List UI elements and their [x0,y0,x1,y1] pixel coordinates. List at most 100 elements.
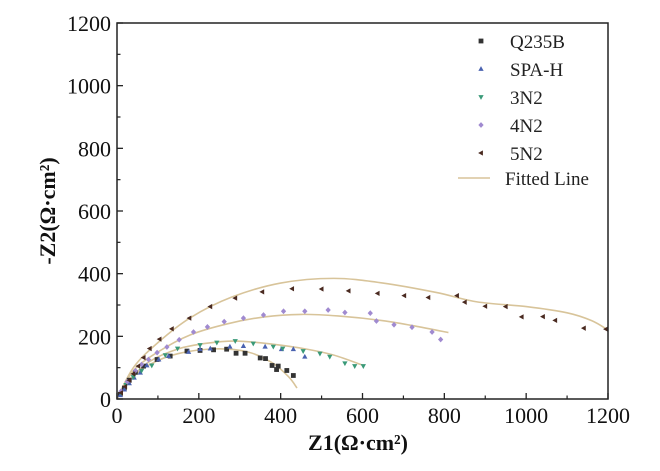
y-tick-label: 600 [78,199,111,224]
data-point [140,355,146,361]
data-point [352,364,358,369]
data-point [360,364,366,369]
data-point [327,354,333,360]
fitted-lines [116,277,609,400]
data-point [342,361,348,367]
legend-label: Q235B [510,32,565,53]
legend-marker-q235b [478,38,484,44]
data-point [144,362,150,368]
data-point [156,356,162,362]
data-point [118,390,124,396]
data-point [391,321,397,328]
x-tick-label: 600 [346,403,379,428]
x-axis-title: Z1(Ω·cm²) [308,430,408,455]
y-tick-label: 1200 [67,11,111,36]
data-point [367,310,373,317]
data-point [270,344,276,350]
data-point [290,346,296,352]
data-point [240,343,247,348]
data-point [269,363,275,368]
data-point [552,317,558,323]
data-point [280,346,286,352]
y-tick-label: 800 [78,136,111,161]
data-point [325,307,331,313]
data-point [167,353,173,359]
y-tick-label: 200 [78,324,111,349]
data-point [121,386,128,392]
fitted-line [116,277,609,400]
data-point [168,326,174,332]
x-tick-label: 800 [428,403,461,428]
legend-label: 5N2 [510,144,543,165]
data-point [154,349,160,356]
data-point [214,340,220,346]
data-point [149,363,155,369]
data-point [130,371,136,377]
axis-ticks: 0 200 400 600 800 1000 1200 0 200 400 600 800 1000 12… [67,11,630,428]
data-point [300,349,306,354]
data-point [204,324,211,330]
data-point [162,353,168,359]
data-point [154,357,160,362]
x-tick-label: 1200 [586,403,630,428]
data-point [257,355,263,361]
data-point [221,318,227,325]
legend-marker-5n2 [478,150,483,156]
data-point [438,336,444,343]
x-tick-label: 200 [182,403,215,428]
data-point [232,339,238,344]
x-tick-label: 400 [264,403,297,428]
data-point [240,315,247,322]
data-point [289,286,295,292]
x-tick-label: 1000 [504,403,548,428]
data-point [207,345,213,351]
data-point [429,329,435,335]
y-tick-label: 1000 [67,74,111,99]
y-tick-label: 400 [78,262,111,287]
data-point [262,343,268,349]
data-point [122,383,128,390]
data-point [141,363,146,369]
data-point [345,288,351,294]
data-point [250,341,256,347]
data-point [138,361,145,368]
data-point [232,295,238,301]
legend-marker-4n2 [478,122,484,128]
legend-label: SPA-H [510,60,563,81]
data-point [540,313,545,320]
y-axis-title: -Z2(Ω·cm²) [35,157,60,264]
data-point [242,350,248,356]
data-point [260,312,267,318]
data-point [502,303,508,310]
data-point [190,329,197,335]
data-point [374,290,380,297]
data-points [117,286,608,398]
data-point [580,325,586,331]
data-point [138,368,145,374]
data-point [317,351,323,357]
data-point [233,350,239,356]
data-point [156,336,162,342]
data-point [461,299,467,305]
data-point [164,344,170,350]
data-point [117,392,123,398]
data-point [318,286,324,292]
data-point [176,336,182,343]
data-point [126,377,132,383]
legend-label: 3N2 [510,88,543,109]
legend: Q235B SPA-H 3N2 4N2 5N2 Fitted Line [458,32,589,190]
data-point [211,347,216,353]
data-point [603,326,608,332]
data-point [482,303,488,309]
data-point [401,292,407,299]
data-point [409,324,415,331]
y-tick-label: 0 [100,387,111,412]
data-point [425,294,431,301]
legend-label: Fitted Line [505,169,589,190]
data-point [290,373,296,378]
data-point [263,356,268,361]
data-point [185,349,192,354]
data-point [284,368,290,373]
data-point [227,343,233,349]
